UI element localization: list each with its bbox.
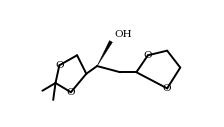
Text: O: O [55, 61, 64, 70]
Text: O: O [163, 84, 172, 93]
Polygon shape [97, 41, 112, 66]
Text: O: O [144, 51, 152, 60]
Text: OH: OH [114, 30, 132, 39]
Text: O: O [67, 88, 75, 97]
